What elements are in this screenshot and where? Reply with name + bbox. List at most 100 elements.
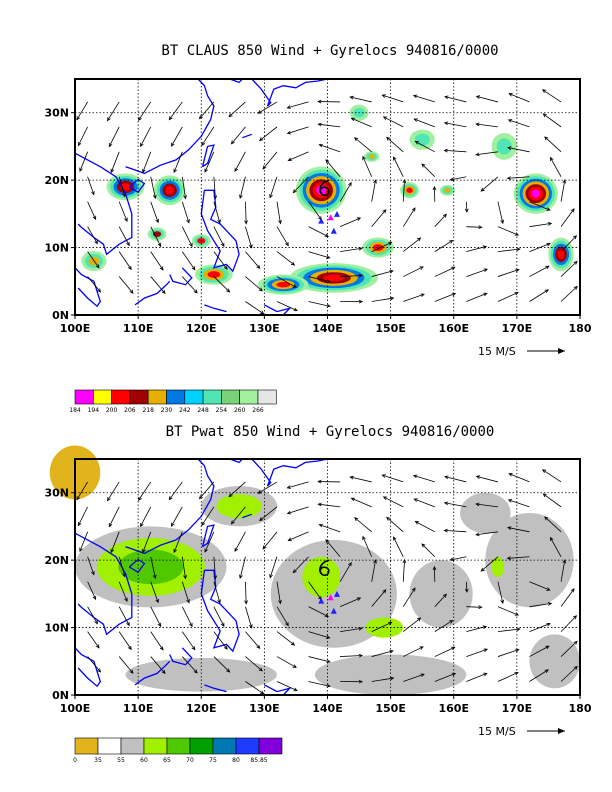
wind-vector [543,493,562,508]
wind-vector-head [541,89,547,94]
wind-vector [382,474,404,483]
wind-vector [354,517,372,533]
wind-vector-head [278,599,282,605]
wind-vector [245,276,263,292]
coastline [264,304,292,316]
wind-vector [415,141,436,153]
wind-vector-head [223,265,228,270]
wind-vector-head [382,589,387,594]
wind-vector [276,656,297,668]
colorbar-swatch [111,389,131,405]
wind-vector-head [348,561,352,567]
wind-vector-head [412,474,418,479]
wind-vector-head [168,116,173,121]
wind-vector [231,126,246,145]
wind-vector [168,101,183,120]
wind-vector-head [256,644,261,650]
wind-vector [76,101,88,120]
wind-vector-head [547,601,553,606]
panel2-axis-ticks: 100E 110E 120E 130E 140E 150E 160E 170E 180 30N 20… [44,487,591,715]
wind-vector-head [262,165,267,170]
shaded-region [469,567,482,580]
panel1-gridlines [75,79,580,315]
wind-vector [371,559,376,582]
wind-vector-head [348,181,352,187]
x-tick-label: 140E [312,322,342,335]
gyreloc-triangle [318,597,325,604]
typhoon-icon [319,179,330,197]
wind-vector [150,276,166,294]
wind-vector [402,559,405,582]
wind-vector-head [257,490,262,494]
wind-vector-head [451,672,457,677]
wind-vector [87,201,97,220]
wind-vector-head [91,191,95,196]
wind-vector-head [444,475,449,480]
wind-vector [414,498,435,508]
wind-vector [371,241,392,252]
wind-vector-head [515,648,520,653]
wind-vector [403,617,421,632]
wind-vector-head [393,156,397,161]
wind-vector-head [507,119,513,123]
wind-vector [444,502,467,508]
wind-vector-head [226,288,231,293]
wind-vector [288,151,309,161]
wind-vector [288,531,309,541]
wind-vector [476,503,498,508]
panel2-reference-vector: 15 M/S [478,725,565,738]
wind-vector [507,527,530,533]
wind-vector [259,126,278,141]
wind-vector-head [414,521,419,525]
panel2-field [49,445,580,695]
wind-vector [245,656,263,672]
wind-vector [508,93,530,103]
wind-vector [444,476,467,483]
colorbar-label: 75 [209,757,217,764]
wind-vector-head [259,517,264,522]
wind-vector [529,669,549,682]
wind-vector [371,297,394,302]
wind-vector [542,469,562,483]
wind-vector-head [110,548,115,554]
wind-vector-head [413,118,418,122]
wind-vector-head [226,668,231,673]
wind-vector-head [157,242,162,248]
colorbar-label: 254 [216,407,228,414]
shaded-region [118,549,184,585]
wind-vector-head [97,668,102,673]
wind-vector [560,666,578,682]
wind-vector-head [478,225,483,230]
wind-vector-head [293,687,298,692]
colorbar-label: 0 [73,757,77,764]
wind-vector-head [573,285,578,290]
wind-vector [444,149,467,153]
y-tick-label: 30N [44,487,69,500]
coastline [74,532,133,636]
wind-vector-head [500,219,505,225]
wind-vector-head [464,588,469,593]
wind-vector [421,163,436,178]
colorbar-label: 266 [252,407,264,414]
colorbar-label: 200 [106,407,118,414]
wind-vector-head [544,516,549,521]
colorbar-swatch [189,737,214,755]
wind-vector-head [186,599,190,604]
wind-vector-head [480,567,485,572]
wind-vector-head [95,264,100,269]
shaded-region [372,244,384,251]
wind-vector [371,179,376,202]
wind-vector [421,543,436,558]
wind-vector-head [478,605,483,610]
wind-vector-head [544,289,549,294]
wind-vector [434,266,455,277]
shaded-region [444,187,451,193]
wind-vector-head [514,612,520,616]
wind-vector [245,226,253,248]
coastline [134,280,171,306]
wind-vector-head [354,517,359,522]
wind-vector-head [389,269,394,274]
wind-vector-head [230,140,235,145]
wind-vector-head [570,588,575,593]
